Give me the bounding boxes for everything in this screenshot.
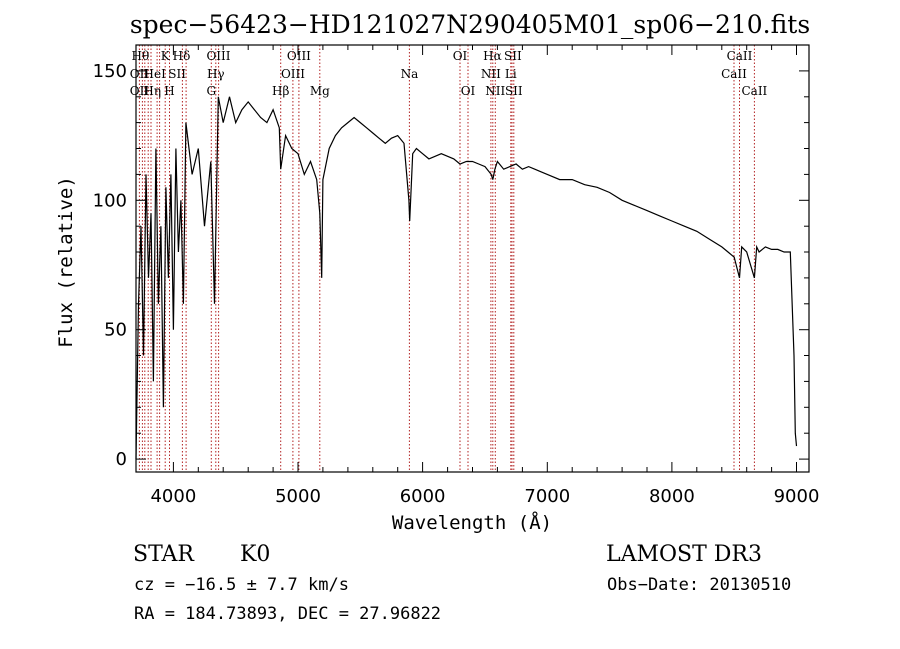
survey-name: LAMOST DR3 <box>606 542 762 567</box>
line-label: Mg <box>310 84 330 98</box>
line-label: CaII <box>721 67 747 81</box>
line-label: Hθ <box>132 49 150 63</box>
line-label: OII <box>130 84 150 98</box>
line-label: SII <box>168 67 186 81</box>
line-label: OI <box>453 49 468 63</box>
y-tick-label: 50 <box>104 320 127 341</box>
x-tick-label: 8000 <box>649 486 695 507</box>
line-label: Li <box>505 67 517 81</box>
plot-frame <box>135 44 810 473</box>
line-label: SII <box>505 84 523 98</box>
line-label: NII <box>481 67 501 81</box>
line-label: H <box>164 84 174 98</box>
observation-date: Obs−Date: 20130510 <box>607 575 791 595</box>
line-label: Hβ <box>272 84 289 98</box>
x-axis-label: Wavelength (Å) <box>392 511 552 534</box>
x-tick-label: 4000 <box>150 486 196 507</box>
x-tick-label: 9000 <box>774 486 820 507</box>
coordinates: RA = 184.73893, DEC = 27.96822 <box>134 604 441 624</box>
x-tick-label: 5000 <box>275 486 321 507</box>
line-label: HeI <box>144 67 167 81</box>
redshift-value: cz = −16.5 ± 7.7 km/s <box>134 575 349 595</box>
x-axis-ticks: 4000 5000 6000 7000 8000 9000 <box>150 45 819 507</box>
x-tick-label: 6000 <box>400 486 446 507</box>
x-tick-label: 7000 <box>524 486 570 507</box>
object-class: STAR <box>133 542 195 567</box>
line-label: OI <box>461 84 476 98</box>
line-label: NII <box>485 84 505 98</box>
object-subclass: K0 <box>240 542 270 567</box>
line-label: G <box>207 84 217 98</box>
line-label: OIII <box>287 49 311 63</box>
line-label: K <box>161 49 171 63</box>
line-label: CaII <box>741 84 767 98</box>
line-label: CaII <box>727 49 753 63</box>
y-axis-label: Flux (relative) <box>55 176 77 348</box>
y-tick-label: 150 <box>93 61 127 82</box>
y-tick-label: 0 <box>116 449 127 470</box>
line-label: SII <box>504 49 522 63</box>
line-label: Na <box>401 67 419 81</box>
y-tick-label: 100 <box>93 190 127 211</box>
line-label: OIII <box>281 67 305 81</box>
y-axis-ticks: 0 50 100 150 <box>93 61 809 470</box>
spectrum-line <box>135 96 798 460</box>
line-label: Hη <box>143 84 161 98</box>
chart-title: spec−56423−HD121027N290405M01_sp06−210.f… <box>130 10 810 39</box>
spectral-line-markers <box>138 45 755 472</box>
line-label: OIII <box>206 49 230 63</box>
line-label: Hα <box>483 49 502 63</box>
line-label: Hγ <box>207 67 225 81</box>
line-label: Hδ <box>173 49 191 63</box>
